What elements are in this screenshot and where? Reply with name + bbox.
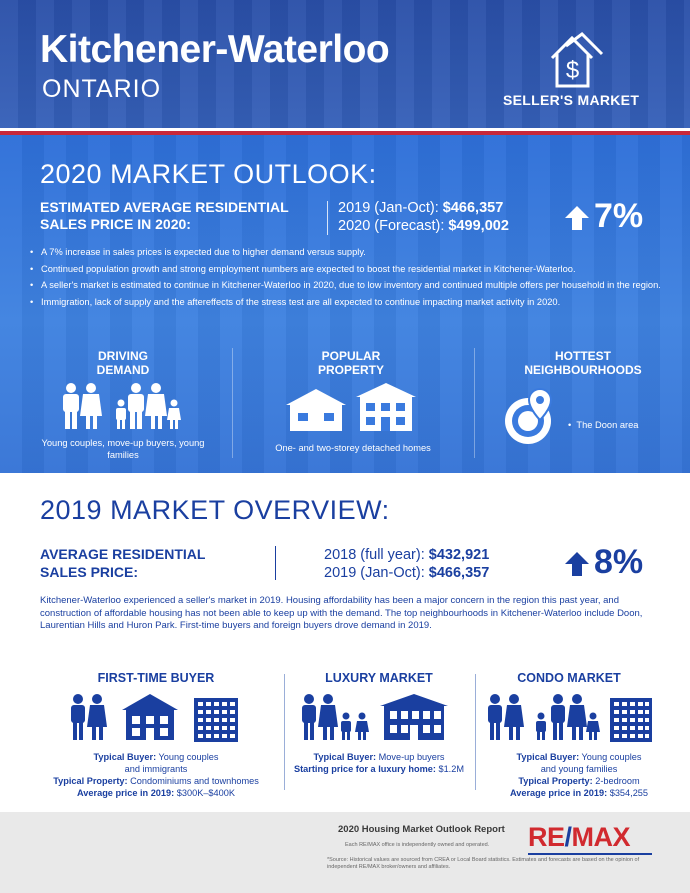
list-item: A 7% increase in sales prices is expecte…	[28, 247, 668, 259]
overview-row2-value: $466,357	[428, 565, 490, 581]
condo-market-icons	[488, 694, 652, 742]
house-dollar-icon: $	[550, 32, 604, 88]
up-arrow-icon	[565, 206, 589, 230]
outlook-bullet-list: A 7% increase in sales prices is expecte…	[28, 247, 668, 313]
info-key: Average price in 2019:	[77, 788, 175, 798]
up-arrow-icon	[565, 552, 589, 576]
market-status-badge: SELLER'S MARKET	[503, 92, 640, 108]
overview-paragraph: Kitchener-Waterloo experienced a seller'…	[40, 595, 643, 631]
info-key: Typical Property:	[518, 776, 593, 786]
source-note: *Source: Historical values are sourced f…	[327, 857, 640, 870]
outlook-title: 2020 MARKET OUTLOOK:	[40, 159, 377, 189]
info-value: Young couples	[579, 752, 642, 762]
overview-title: 2019 MARKET OVERVIEW:	[40, 495, 390, 525]
remax-logo: RE/MAX	[528, 822, 631, 853]
logo-part: RE	[528, 822, 565, 852]
overview-row1-value: $432,921	[428, 547, 490, 563]
luxury-market-info: Typical Buyer: Move-up buyers Starting p…	[286, 751, 472, 775]
info-value: $1.2M	[435, 764, 464, 774]
outlook-section: 2020 MARKET OUTLOOK: ESTIMATED AVERAGE R…	[0, 135, 690, 473]
info-key: Typical Buyer:	[516, 752, 580, 762]
list-item: Immigration, lack of supply and the afte…	[28, 297, 668, 309]
outlook-divider	[327, 201, 328, 235]
first-time-buyer-heading: FIRST-TIME BUYER	[97, 671, 215, 685]
outlook-price-label: ESTIMATED AVERAGE RESIDENTIAL SALES PRIC…	[40, 199, 289, 232]
report-title: 2020 Housing Market Outlook Report	[338, 824, 505, 835]
luxury-market-heading: LUXURY MARKET	[325, 671, 433, 685]
first-time-buyer-icons	[71, 694, 238, 742]
outlook-row2-value: $499,002	[448, 218, 509, 234]
info-key: Starting price for a luxury home:	[293, 764, 436, 774]
info-value: $300K–$400K	[174, 788, 235, 798]
info-value: and immigrants	[124, 764, 188, 774]
outlook-row1-label: 2019 (Jan-Oct):	[338, 200, 439, 216]
column-divider	[232, 348, 233, 458]
outlook-change: 7%	[594, 197, 644, 235]
first-time-buyer-info: Typical Buyer: Young couples and immigra…	[30, 751, 282, 799]
hottest-neighbourhoods-heading: HOTTEST NEIGHBOURHOODS	[524, 349, 642, 377]
info-value: and young families	[540, 764, 618, 774]
neighbourhood-item: The Doon area	[576, 420, 639, 430]
overview-divider	[275, 546, 276, 580]
footer	[0, 812, 690, 893]
list-item: Continued population growth and strong e…	[28, 264, 668, 276]
info-value: $354,255	[607, 788, 649, 798]
map-pin-target-icon	[505, 387, 553, 444]
family-icon	[63, 383, 181, 429]
driving-demand-heading: DRIVING DEMAND	[96, 349, 150, 377]
logo-part: /	[564, 822, 573, 852]
header-banner: Kitchener-Waterloo ONTARIO $ SELLER'S MA…	[0, 0, 690, 128]
info-value: Condominiums and townhomes	[127, 776, 259, 786]
info-value: 2-bedroom	[592, 776, 640, 786]
houses-icon	[286, 383, 416, 431]
column-divider	[475, 674, 476, 790]
info-value: Move-up buyers	[376, 752, 445, 762]
popular-property-heading: POPULAR PROPERTY	[317, 349, 384, 377]
outlook-price-values: 2019 (Jan-Oct): $466,357 2020 (Forecast)…	[338, 199, 509, 235]
page-title: Kitchener-Waterloo	[40, 28, 390, 71]
svg-text:$: $	[566, 57, 579, 84]
overview-label-line: AVERAGE RESIDENTIAL	[40, 546, 206, 562]
column-divider	[474, 348, 475, 458]
luxury-market-icons	[302, 694, 448, 740]
overview-row2-label: 2019 (Jan-Oct):	[324, 565, 425, 581]
hottest-neighbourhoods-caption: • The Doon area	[568, 420, 639, 430]
page-subtitle: ONTARIO	[42, 75, 162, 103]
header-divider-red	[0, 131, 690, 135]
overview-label-line: SALES PRICE:	[40, 564, 139, 580]
ownership-note: Each RE/MAX office is independently owne…	[345, 842, 490, 848]
header-divider	[0, 128, 690, 131]
overview-price-values: 2018 (full year): $432,921 2019 (Jan-Oct…	[324, 546, 489, 582]
column-divider	[284, 674, 285, 790]
outlook-row2-label: 2020 (Forecast):	[338, 218, 445, 234]
info-key: Typical Buyer:	[93, 752, 157, 762]
driving-demand-caption: Young couples, move-up buyers, young fam…	[41, 438, 205, 460]
info-key: Average price in 2019:	[509, 788, 608, 798]
overview-change: 8%	[594, 543, 644, 581]
condo-market-info: Typical Buyer: Young couples and young f…	[480, 751, 678, 799]
logo-underline	[528, 853, 652, 855]
logo-part: MAX	[571, 822, 631, 852]
overview-row1-label: 2018 (full year):	[324, 547, 425, 563]
info-key: Typical Property:	[53, 776, 128, 786]
info-key: Typical Buyer:	[313, 752, 377, 762]
outlook-row1-value: $466,357	[442, 200, 504, 216]
info-value: Young couples	[156, 752, 219, 762]
overview-price-label: AVERAGE RESIDENTIAL SALES PRICE:	[40, 545, 205, 581]
list-item: A seller's market is estimated to contin…	[28, 280, 668, 292]
condo-market-heading: CONDO MARKET	[517, 671, 621, 685]
popular-property-caption: One- and two-storey detached homes	[275, 443, 431, 453]
